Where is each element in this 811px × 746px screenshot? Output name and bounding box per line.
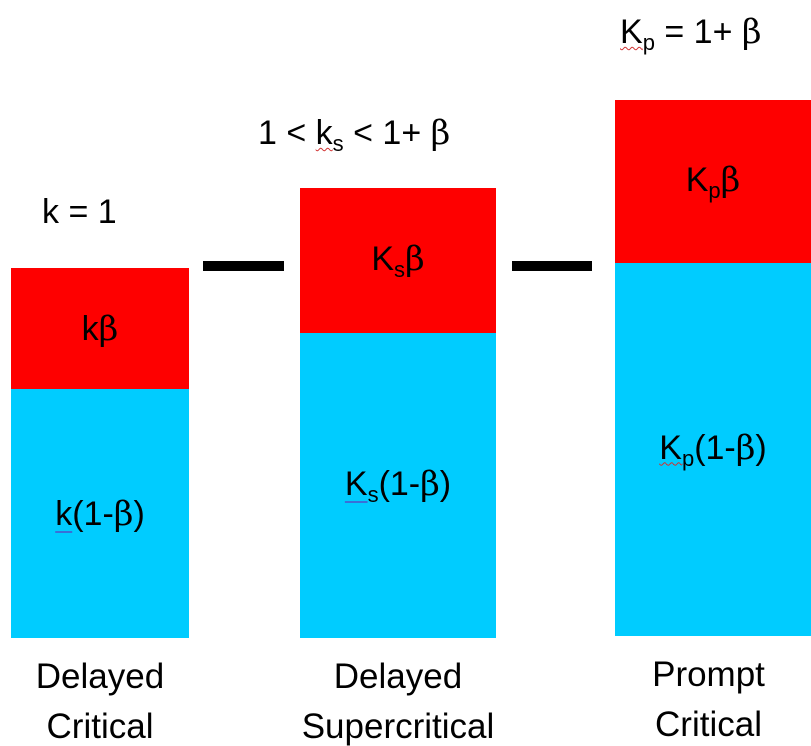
- caption-line-1: Delayed: [333, 657, 463, 696]
- condition-value: 1: [97, 193, 117, 231]
- prompt-fraction-label: Ks(1-β): [344, 463, 452, 507]
- condition-symbol: Kp: [620, 13, 655, 55]
- condition-prompt-critical: Kp = 1+ β: [620, 12, 762, 56]
- caption-delayed-supercritical: Delayed Supercritical: [268, 652, 528, 746]
- caption-line-2: Critical: [46, 707, 154, 746]
- delayed-fraction-label: Ksβ: [371, 238, 425, 282]
- delayed-fraction-block-2: Ksβ: [300, 188, 496, 333]
- prompt-fraction-block-3: Kp(1-β): [615, 263, 811, 636]
- beta-symbol: β: [430, 113, 451, 153]
- prompt-fraction-label: Kp(1-β): [659, 427, 767, 471]
- condition-symbol: k: [42, 193, 59, 231]
- condition-delayed-critical: k = 1: [42, 193, 117, 232]
- condition-relation: =: [59, 193, 98, 231]
- caption-delayed-critical: Delayed Critical: [0, 652, 200, 746]
- delayed-fraction-label: kβ: [81, 308, 119, 349]
- prompt-fraction-block-2: Ks(1-β): [300, 333, 496, 638]
- prompt-fraction-label: k(1-β): [55, 493, 145, 534]
- prompt-fraction-block-1: k(1-β): [11, 389, 189, 638]
- delayed-fraction-block-1: kβ: [11, 268, 189, 389]
- delayed-fraction-label: Kpβ: [685, 159, 741, 203]
- caption-line-2: Critical: [655, 705, 762, 744]
- condition-relation: = 1+: [654, 13, 742, 51]
- connector-line-1: [203, 261, 284, 271]
- connector-line-2: [512, 261, 592, 271]
- condition-delayed-supercritical: 1 < ks < 1+ β: [258, 113, 450, 157]
- condition-symbol: ks: [315, 114, 344, 156]
- caption-line-1: Prompt: [652, 655, 765, 694]
- caption-line-1: Delayed: [35, 657, 165, 696]
- caption-line-2: Supercritical: [301, 707, 495, 746]
- condition-upper-bound: < 1+: [343, 114, 431, 152]
- beta-symbol: β: [741, 12, 762, 52]
- delayed-fraction-block-3: Kpβ: [615, 100, 811, 263]
- condition-lower-bound: 1 <: [258, 114, 316, 152]
- caption-prompt-critical: Prompt Critical: [606, 650, 811, 746]
